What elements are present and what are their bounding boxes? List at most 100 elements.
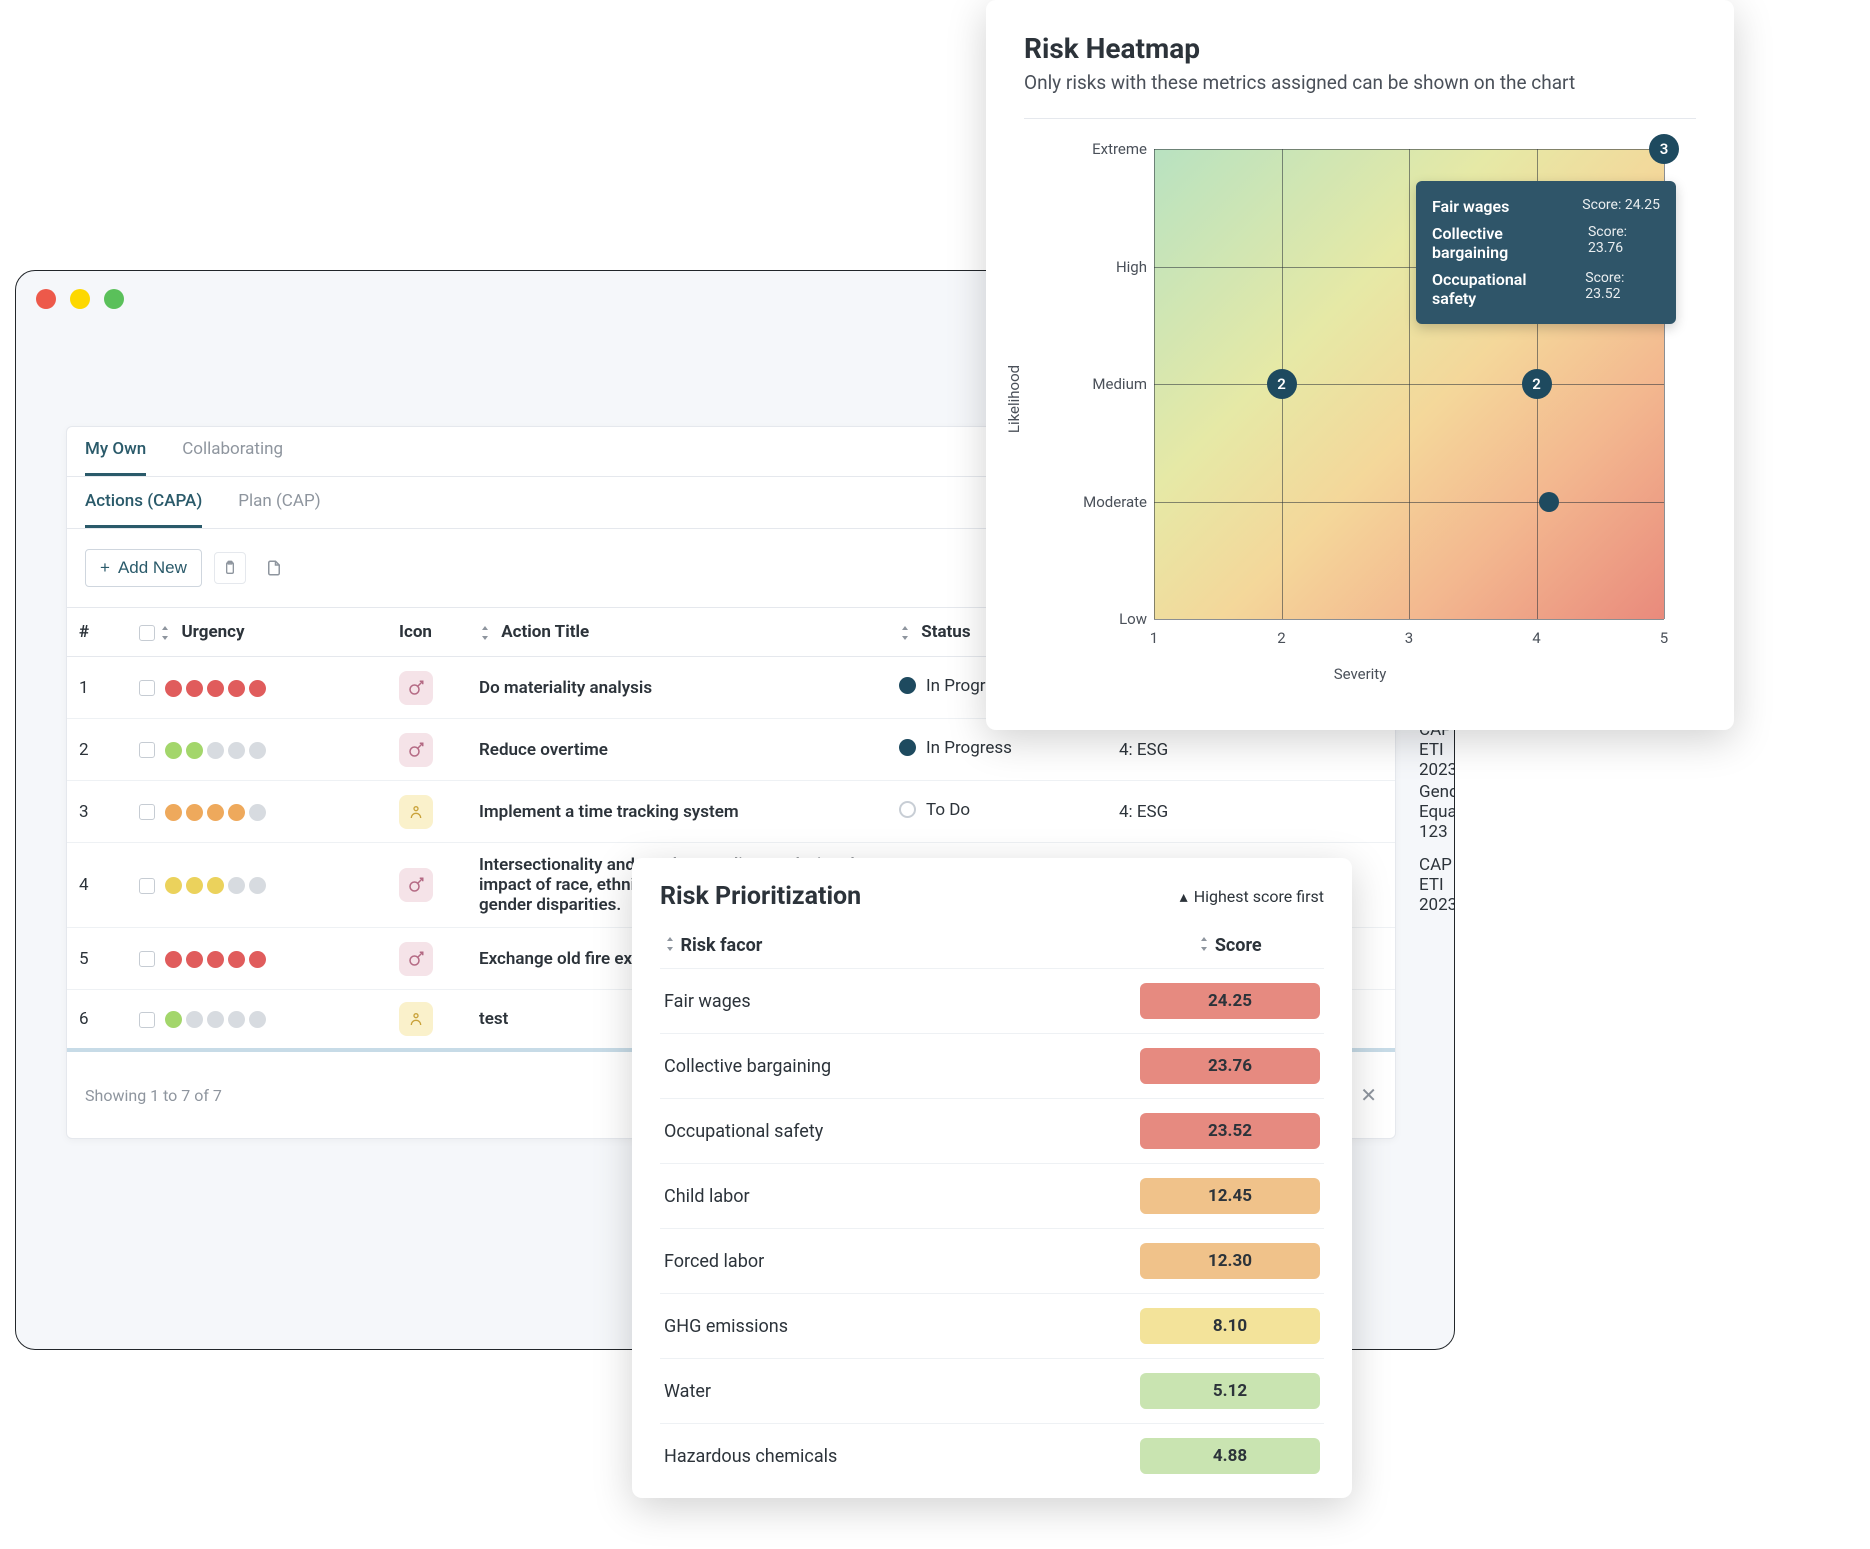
row-checkbox[interactable] (139, 1012, 155, 1028)
prioritization-row: Collective bargaining23.76 (660, 1033, 1324, 1098)
close-icon[interactable]: ✕ (1360, 1083, 1377, 1107)
prioritization-row: Child labor12.45 (660, 1163, 1324, 1228)
row-checkbox[interactable] (139, 742, 155, 758)
y-tick: Medium (1072, 375, 1147, 393)
x-tick: 1 (1150, 629, 1158, 647)
heatmap-plot: 223Fair wagesScore: 24.25Collective barg… (1154, 149, 1664, 619)
target-icon (399, 942, 433, 976)
col-header[interactable]: # (67, 622, 127, 642)
target-icon (399, 868, 433, 902)
x-tick: 3 (1405, 629, 1413, 647)
sort-label: Highest score first (1194, 887, 1324, 906)
sort-icon[interactable] (664, 937, 676, 951)
heatmap-title: Risk Heatmap (1024, 32, 1696, 65)
risk-score-badge: 5.12 (1140, 1373, 1320, 1409)
y-tick: Low (1072, 610, 1147, 628)
x-tick: 4 (1532, 629, 1540, 647)
heatmap-y-axis-label: Likelihood (1005, 365, 1023, 433)
status-cell: To Do (887, 800, 1107, 824)
action-title: Implement a time tracking system (467, 790, 887, 834)
row-checkbox[interactable] (139, 680, 155, 696)
prioritization-row: Forced labor12.30 (660, 1228, 1324, 1293)
person-icon (399, 795, 433, 829)
window-minimize-icon[interactable] (70, 289, 90, 309)
heatmap-body: Likelihood 223Fair wagesScore: 24.25Coll… (1024, 119, 1696, 679)
y-tick: High (1072, 258, 1147, 276)
col-factor: Risk facor (680, 935, 762, 956)
heatmap-node[interactable]: 2 (1267, 369, 1297, 399)
risk-score-badge: 8.10 (1140, 1308, 1320, 1344)
prioritization-row: GHG emissions8.10 (660, 1293, 1324, 1358)
status-cell: In Progress (887, 738, 1107, 762)
target-icon (399, 733, 433, 767)
urgency-dots (165, 804, 266, 821)
col-header[interactable]: Urgency (127, 622, 387, 642)
risk-factor: Occupational safety (664, 1121, 1140, 1142)
row-number: 6 (67, 1009, 127, 1029)
heatmap-subtitle: Only risks with these metrics assigned c… (1024, 71, 1696, 119)
clipboard-icon[interactable] (214, 552, 246, 584)
col-header[interactable]: Action Title (467, 622, 887, 642)
target-icon (399, 671, 433, 705)
risk-factor: Hazardous chemicals (664, 1446, 1140, 1467)
impact-area: 4: ESG (1107, 802, 1407, 822)
plan-ref: Gender Equality 123 (1407, 782, 1455, 842)
sort-toggle[interactable]: ▴ Highest score first (1180, 887, 1324, 906)
row-number: 5 (67, 949, 127, 969)
window-maximize-icon[interactable] (104, 289, 124, 309)
row-number: 1 (67, 678, 127, 698)
row-checkbox[interactable] (139, 878, 155, 894)
risk-factor: Child labor (664, 1186, 1140, 1207)
caret-up-icon: ▴ (1180, 887, 1188, 906)
heatmap-node[interactable] (1539, 492, 1559, 512)
add-new-label: Add New (118, 558, 187, 578)
heatmap-tooltip: Fair wagesScore: 24.25Collective bargain… (1416, 181, 1676, 324)
urgency-dots (165, 951, 266, 968)
risk-factor: Forced labor (664, 1251, 1140, 1272)
prioritization-row: Occupational safety23.52 (660, 1098, 1324, 1163)
tab-collaborating[interactable]: Collaborating (182, 439, 283, 476)
row-number: 3 (67, 802, 127, 822)
risk-factor: GHG emissions (664, 1316, 1140, 1337)
table-row[interactable]: 3Implement a time tracking systemTo Do4:… (67, 781, 1395, 843)
status-icon (899, 739, 916, 756)
subtab-actions-capa-[interactable]: Actions (CAPA) (85, 491, 202, 528)
heatmap-node[interactable]: 2 (1522, 369, 1552, 399)
x-tick: 2 (1277, 629, 1285, 647)
risk-score-badge: 12.30 (1140, 1243, 1320, 1279)
risk-score-badge: 23.76 (1140, 1048, 1320, 1084)
action-title: Do materiality analysis (467, 666, 887, 710)
status-icon (899, 677, 916, 694)
impact-area: 4: ESG (1107, 740, 1407, 760)
y-tick: Extreme (1072, 140, 1147, 158)
risk-prioritization-card: Risk Prioritization ▴ Highest score firs… (632, 858, 1352, 1498)
risk-score-badge: 24.25 (1140, 983, 1320, 1019)
sort-icon[interactable] (1198, 937, 1210, 951)
status-icon (899, 801, 916, 818)
risk-score-badge: 4.88 (1140, 1438, 1320, 1474)
urgency-dots (165, 742, 266, 759)
urgency-dots (165, 877, 266, 894)
risk-heatmap-card: Risk Heatmap Only risks with these metri… (986, 0, 1734, 730)
col-header[interactable]: Icon (387, 622, 467, 642)
col-score: Score (1215, 935, 1262, 956)
heatmap-node[interactable]: 3 (1649, 134, 1679, 164)
select-all-checkbox[interactable] (139, 625, 155, 641)
action-title: Reduce overtime (467, 728, 887, 772)
risk-factor: Fair wages (664, 991, 1140, 1012)
urgency-dots (165, 680, 266, 697)
window-close-icon[interactable] (36, 289, 56, 309)
prioritization-row: Water5.12 (660, 1358, 1324, 1423)
export-icon[interactable] (258, 552, 290, 584)
row-checkbox[interactable] (139, 951, 155, 967)
plan-ref: CAP ETI 2023 (1407, 855, 1455, 915)
row-checkbox[interactable] (139, 804, 155, 820)
prioritization-title: Risk Prioritization (660, 882, 861, 911)
add-new-button[interactable]: + Add New (85, 549, 202, 587)
tab-my-own[interactable]: My Own (85, 439, 146, 476)
row-number: 4 (67, 875, 127, 895)
subtab-plan-cap-[interactable]: Plan (CAP) (238, 491, 320, 528)
pagination-summary: Showing 1 to 7 of 7 (85, 1086, 222, 1105)
heatmap-x-axis-label: Severity (1334, 665, 1387, 683)
prioritization-row: Hazardous chemicals4.88 (660, 1423, 1324, 1488)
